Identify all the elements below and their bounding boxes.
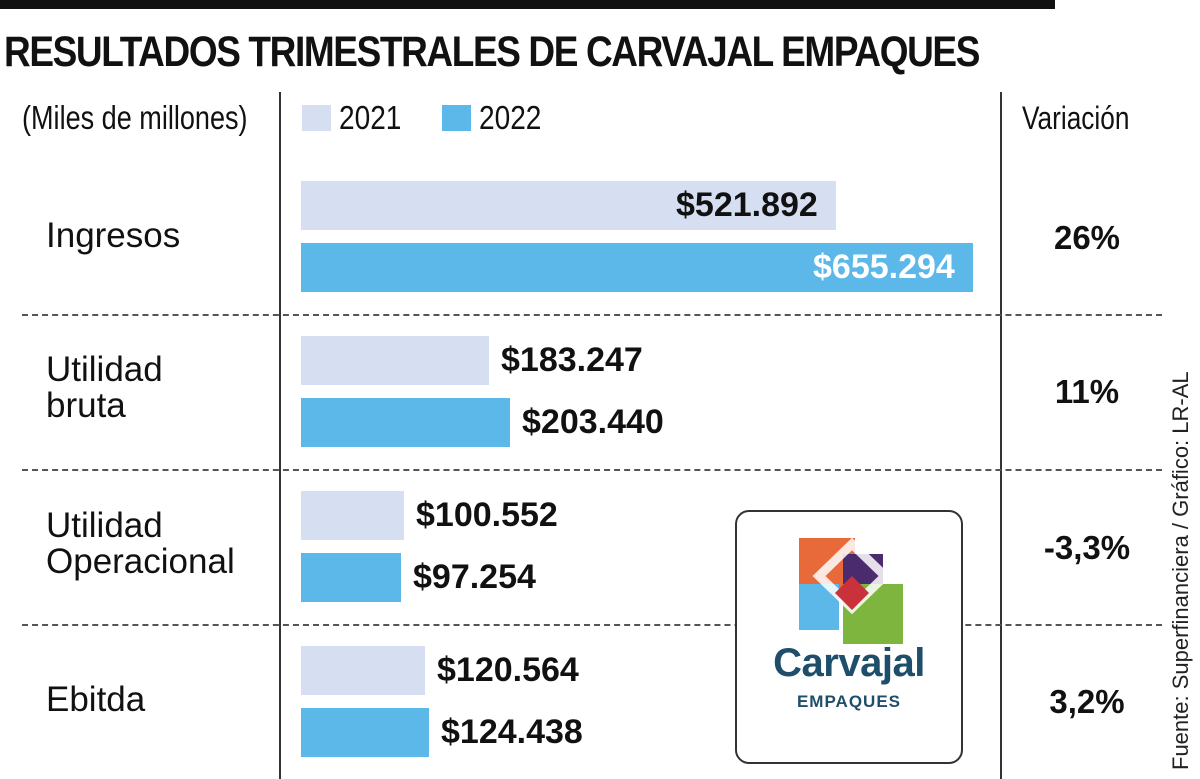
category-label: Utilidad bruta bbox=[46, 350, 163, 425]
bar-value-label: $120.564 bbox=[437, 651, 579, 689]
variation-header: Variación bbox=[1022, 100, 1130, 136]
legend-label-2021: 2021 bbox=[339, 99, 402, 136]
source-credit: Fuente: Superfinanciera / Gráfico: LR-AL bbox=[1168, 371, 1193, 770]
bar-2022 bbox=[301, 243, 973, 292]
variation-value: 3,2% bbox=[1049, 683, 1125, 720]
category-label: Ingresos bbox=[46, 216, 181, 255]
legend-swatch-2021 bbox=[302, 105, 331, 131]
units-label: (Miles de millones) bbox=[22, 99, 248, 136]
row-divider bbox=[22, 314, 1162, 316]
bar-value-label: $124.438 bbox=[441, 713, 583, 751]
bar-value-label: $203.440 bbox=[522, 403, 664, 441]
carvajal-logo-card: Carvajal EMPAQUES bbox=[735, 510, 963, 764]
divider-left bbox=[279, 92, 281, 779]
bar-value-label: $655.294 bbox=[813, 248, 955, 286]
bar-value-label: $183.247 bbox=[501, 341, 643, 379]
bar-2021 bbox=[301, 336, 489, 385]
bar-value-label: $100.552 bbox=[416, 496, 558, 534]
category-label: Ebitda bbox=[46, 680, 146, 719]
legend-label-2022: 2022 bbox=[479, 99, 542, 136]
carvajal-logo-icon bbox=[799, 537, 903, 644]
bar-2021 bbox=[301, 491, 404, 540]
row-divider bbox=[22, 469, 1162, 471]
bar-2022 bbox=[301, 708, 429, 757]
bar-2021 bbox=[301, 646, 425, 695]
bar-value-label: $97.254 bbox=[413, 558, 536, 596]
bar-value-label: $521.892 bbox=[676, 186, 818, 224]
variation-value: 26% bbox=[1053, 219, 1121, 256]
top-rule bbox=[0, 0, 1055, 9]
bar-2022 bbox=[301, 398, 510, 447]
legend-swatch-2022 bbox=[442, 105, 471, 131]
category-label: Utilidad Operacional bbox=[46, 506, 235, 581]
bar-2021 bbox=[301, 181, 836, 230]
bar-2022 bbox=[301, 553, 401, 602]
divider-right bbox=[1000, 92, 1002, 779]
variation-value: -3,3% bbox=[1043, 529, 1131, 566]
logo-name: Carvajal bbox=[773, 641, 925, 685]
chart-title: RESULTADOS TRIMESTRALES DE CARVAJAL EMPA… bbox=[4, 28, 980, 76]
row-divider bbox=[22, 624, 1162, 626]
logo-subtitle: EMPAQUES bbox=[796, 692, 902, 711]
variation-value: 11% bbox=[1054, 373, 1120, 410]
